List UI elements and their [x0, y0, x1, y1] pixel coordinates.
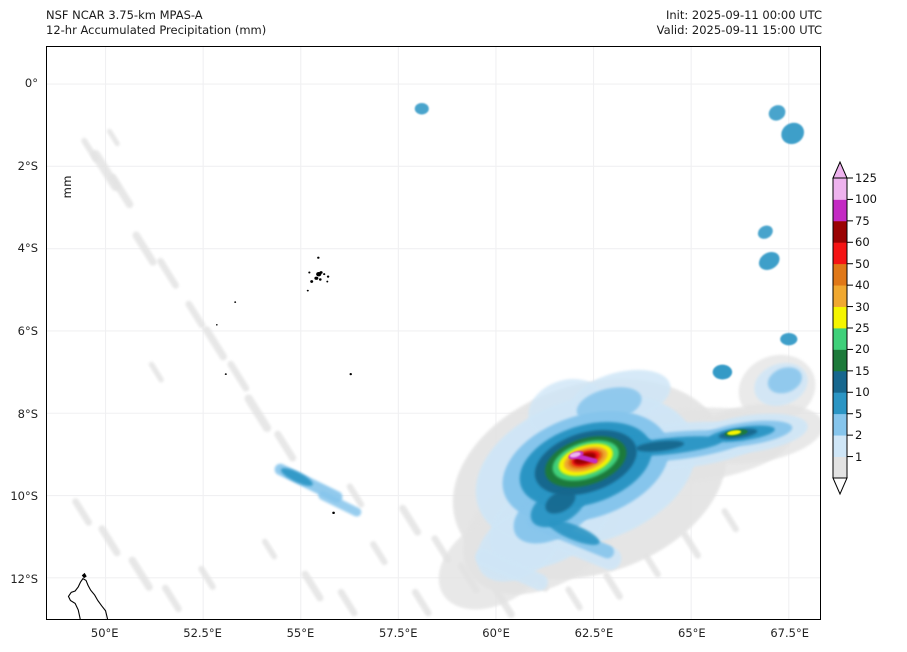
- y-tick-label: 6°S: [17, 323, 38, 338]
- init-time: Init: 2025-09-11 00:00 UTC: [666, 8, 822, 22]
- gridlines: [47, 47, 820, 619]
- colorbar-tick-label: 25: [855, 321, 870, 335]
- header-model-info: NSF NCAR 3.75-km MPAS-A 12-hr Accumulate…: [46, 8, 266, 38]
- x-tick-label: 62.5°E: [574, 626, 614, 640]
- x-tick-label: 65°E: [678, 626, 706, 640]
- y-tick-label: 12°S: [10, 571, 38, 586]
- colorbar-tick-label: 40: [855, 278, 870, 293]
- y-tick-label: 8°S: [17, 406, 38, 421]
- colorbar-tick-label: 50: [855, 256, 870, 271]
- colorbar-tick-label: 60: [855, 235, 870, 250]
- colorbar-swatches: [832, 160, 853, 496]
- valid-time: Valid: 2025-09-11 15:00 UTC: [656, 23, 822, 37]
- x-tick-label: 67.5°E: [770, 626, 809, 640]
- x-tick-label: 52.5°E: [183, 626, 222, 640]
- x-tick-label: 57.5°E: [378, 626, 418, 640]
- colorbar-tick-label: 1: [855, 449, 863, 464]
- colorbar-tick-label: 10: [855, 385, 870, 400]
- colorbar-tick-label: 75: [855, 213, 870, 228]
- colorbar-unit-label: mm: [60, 175, 74, 199]
- field-description: 12-hr Accumulated Precipitation (mm): [46, 23, 267, 37]
- x-tick-label: 55°E: [286, 626, 315, 640]
- colorbar-tick-label: 20: [855, 342, 870, 357]
- map-canvas: [47, 47, 820, 619]
- precipitation-field: [72, 102, 820, 618]
- coastlines: [67, 256, 352, 619]
- header-time-info: Init: 2025-09-11 00:00 UTC Valid: 2025-0…: [657, 8, 822, 38]
- colorbar-tick-label: 125: [855, 171, 877, 185]
- x-tick-label: 60°E: [482, 626, 510, 640]
- x-tick-label: 50°E: [90, 626, 119, 640]
- colorbar-tick-label: 100: [855, 192, 877, 207]
- colorbar-tick-label: 15: [855, 363, 870, 378]
- colorbar[interactable]: 125 100 75 60 50 40 30 25 20 15 10 5 2 1: [830, 160, 907, 510]
- y-tick-label: 2°S: [17, 158, 38, 173]
- y-tick-label: 10°S: [10, 489, 38, 504]
- model-name: NSF NCAR 3.75-km MPAS-A: [46, 8, 203, 22]
- y-tick-label: 0°: [24, 76, 38, 91]
- y-tick-label: 4°S: [17, 241, 38, 256]
- colorbar-tick-label: 30: [855, 299, 870, 314]
- colorbar-tick-label: 5: [855, 406, 863, 421]
- colorbar-tick-label: 2: [855, 428, 863, 443]
- precipitation-map[interactable]: [46, 46, 821, 620]
